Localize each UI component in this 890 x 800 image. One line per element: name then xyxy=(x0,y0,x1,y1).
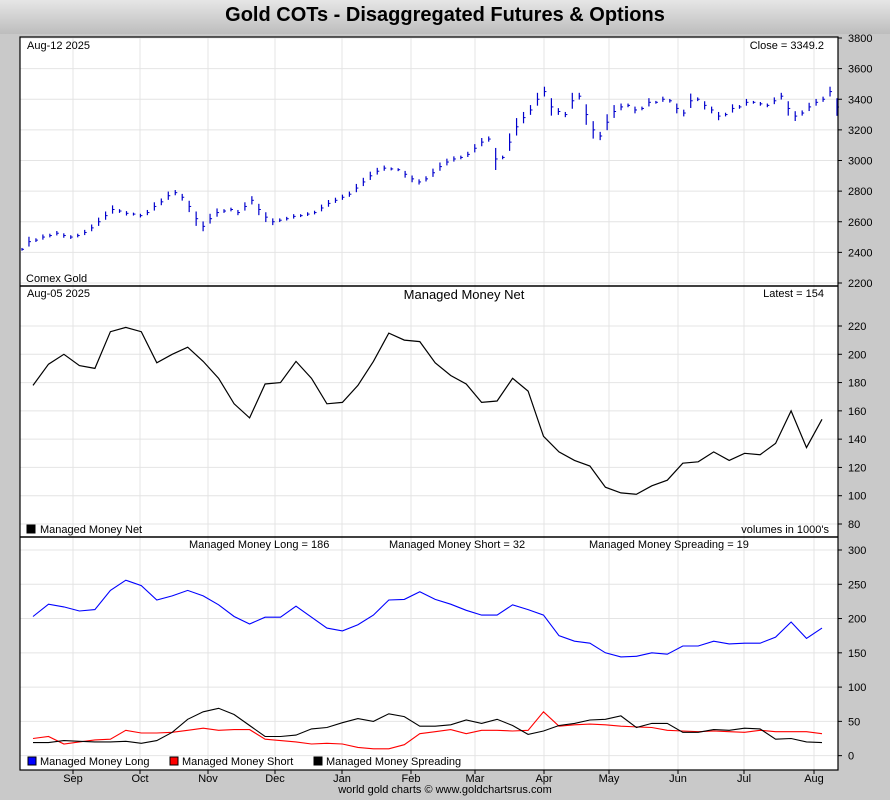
plot-background xyxy=(20,37,838,770)
positions-y-tick-label: 150 xyxy=(848,648,866,660)
x-tick-label: Sep xyxy=(63,773,83,785)
price-series-label: Comex Gold xyxy=(26,273,87,285)
long-value-label: Managed Money Long = 186 xyxy=(189,539,329,551)
x-tick-label: Jul xyxy=(737,773,751,785)
x-tick-label: Oct xyxy=(131,773,148,785)
net-y-tick-label: 160 xyxy=(848,406,866,418)
net-y-tick-label: 200 xyxy=(848,349,866,361)
long-series-line xyxy=(32,579,823,658)
net-y-tick-label: 120 xyxy=(848,462,866,474)
x-tick-label: Nov xyxy=(198,773,218,785)
x-tick-label: Jun xyxy=(669,773,687,785)
net-y-tick-label: 140 xyxy=(848,434,866,446)
x-tick-label: Feb xyxy=(402,773,421,785)
gridlines xyxy=(20,37,838,770)
price-bars xyxy=(21,86,839,251)
net-series-line xyxy=(32,326,823,495)
net-y-tick-label: 100 xyxy=(848,491,866,503)
price-close-label: Close = 3349.2 xyxy=(750,40,824,52)
net-y-tick-label: 80 xyxy=(848,519,860,531)
net-latest-label: Latest = 154 xyxy=(763,288,824,300)
price-y-tick-label: 2600 xyxy=(848,217,872,229)
price-y-tick-label: 3600 xyxy=(848,64,872,76)
short-value-label: Managed Money Short = 32 xyxy=(389,539,525,551)
x-tick-label: Mar xyxy=(466,773,485,785)
positions-y-tick-label: 300 xyxy=(848,545,866,557)
price-y-tick-label: 3000 xyxy=(848,156,872,168)
spreading-value-label: Managed Money Spreading = 19 xyxy=(589,539,749,551)
net-line-layer xyxy=(32,326,823,495)
net-panel-title: Managed Money Net xyxy=(404,287,525,302)
short-series-line xyxy=(32,711,823,750)
x-tick-label: Dec xyxy=(265,773,285,785)
price-y-tick-label: 3200 xyxy=(848,125,872,137)
spreading-series-line xyxy=(33,707,823,744)
x-tick-label: May xyxy=(599,773,620,785)
positions-y-tick-label: 250 xyxy=(848,579,866,591)
net-legend-label: Managed Money Net xyxy=(40,524,142,536)
plot-border xyxy=(19,36,839,771)
legend-swatch-long xyxy=(27,756,37,766)
positions-y-tick-label: 50 xyxy=(848,716,860,728)
price-y-tick-label: 3800 xyxy=(848,33,872,45)
legend-swatch-short xyxy=(169,756,179,766)
x-tick-label: Jan xyxy=(333,773,351,785)
legend-swatch-spreading xyxy=(313,756,323,766)
footer-credit: world gold charts © www.goldchartsrus.co… xyxy=(338,784,552,796)
chart-title: Gold COTs - Disaggregated Futures & Opti… xyxy=(225,4,665,26)
net-y-tick-label: 180 xyxy=(848,378,866,390)
legend-label-long: Managed Money Long xyxy=(40,756,149,768)
price-date-label: Aug-12 2025 xyxy=(27,40,90,52)
price-y-tick-label: 2200 xyxy=(848,278,872,290)
positions-line-layer xyxy=(32,579,823,750)
price-y-tick-label: 3400 xyxy=(848,94,872,106)
units-label: volumes in 1000's xyxy=(741,524,829,536)
net-y-tick-label: 220 xyxy=(848,321,866,333)
price-y-tick-label: 2400 xyxy=(848,247,872,259)
legend-label-spreading: Managed Money Spreading xyxy=(326,756,461,768)
net-date-label: Aug-05 2025 xyxy=(27,288,90,300)
legend-label-short: Managed Money Short xyxy=(182,756,293,768)
x-tick-label: Apr xyxy=(535,773,552,785)
net-legend-swatch xyxy=(26,524,36,534)
x-tick-label: Aug xyxy=(804,773,824,785)
axis-labels: Sep Oct Nov Dec Jan Feb Mar Apr May Jun Jul Aug2200… xyxy=(63,33,872,785)
positions-y-tick-label: 0 xyxy=(848,751,854,763)
positions-y-tick-label: 200 xyxy=(848,614,866,626)
price-y-tick-label: 2800 xyxy=(848,186,872,198)
title-bar: Gold COTs - Disaggregated Futures & Opti… xyxy=(0,0,890,34)
positions-y-tick-label: 100 xyxy=(848,682,866,694)
